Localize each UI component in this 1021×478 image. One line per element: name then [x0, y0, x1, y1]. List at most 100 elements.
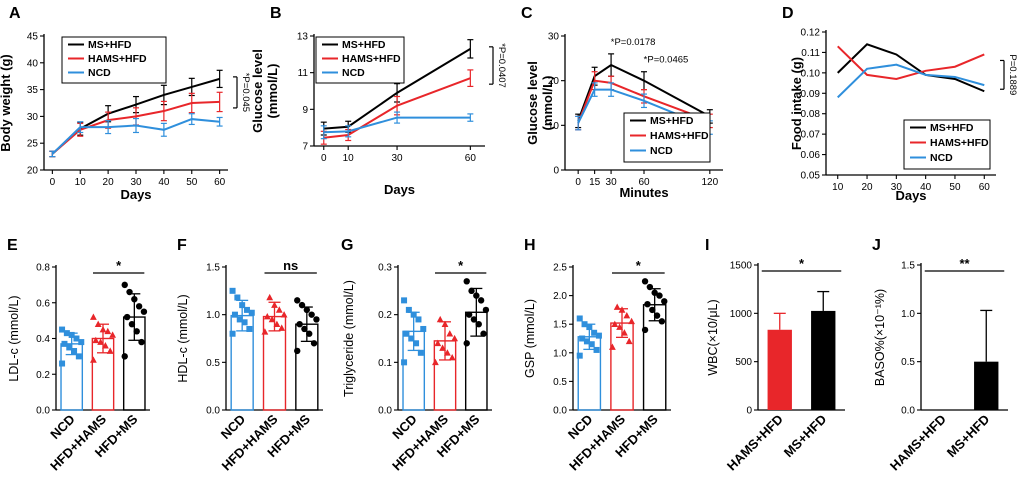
data-point [261, 328, 269, 335]
x-tick-label: 30 [391, 153, 403, 164]
data-point [595, 332, 602, 339]
y-tick-label: 0.11 [801, 48, 820, 59]
y-tick-label: 0.8 [36, 263, 50, 274]
y-axis-title: Triglyceride (mmol/L) [342, 280, 356, 397]
data-point [66, 344, 73, 351]
y-tick-label: 1.5 [553, 320, 567, 331]
bar-group-hfd-ms [294, 297, 320, 411]
data-point [229, 330, 236, 337]
data-point [236, 316, 243, 323]
panel-label: H [524, 237, 536, 254]
data-point [581, 321, 588, 328]
y-tick-label: 0 [746, 406, 752, 417]
bar [767, 329, 792, 410]
significance-marker: ** [924, 256, 1005, 272]
data-point [246, 325, 253, 332]
data-point [593, 346, 600, 353]
legend-label: HAMS+HFD [650, 130, 709, 142]
data-point [441, 320, 449, 327]
data-point [432, 358, 439, 366]
data-point [420, 325, 427, 332]
panel-label: A [9, 5, 21, 22]
significance-label: * [458, 258, 464, 273]
data-point [298, 301, 306, 309]
data-point [59, 326, 66, 333]
series-hams-hfd [837, 45, 985, 81]
y-axis-title: Glucose level(mmol/L) [250, 49, 280, 133]
data-point [439, 344, 446, 351]
significance-marker: * [435, 258, 487, 274]
data-point [128, 321, 136, 328]
bar-group-hfd-ms [121, 281, 148, 411]
data-point [248, 309, 255, 316]
bar-group-ms-hfd [811, 290, 836, 410]
y-tick-label: 0.5 [901, 357, 915, 368]
series-line [837, 45, 985, 81]
significance-marker: ns [264, 258, 317, 274]
data-point [618, 306, 626, 313]
data-point [133, 328, 140, 335]
y-tick-label: 0 [553, 166, 559, 177]
data-point [658, 318, 666, 325]
data-point [436, 315, 444, 323]
x-tick-label: 30 [891, 182, 903, 193]
data-point [444, 349, 451, 356]
y-axis-title: Body weight (g) [0, 54, 13, 152]
y-tick-label: 0.10 [801, 68, 821, 79]
data-point [94, 320, 102, 327]
data-point [106, 347, 114, 354]
data-point [231, 311, 238, 318]
data-point [280, 311, 288, 318]
data-point [641, 278, 649, 285]
y-tick-label: 1500 [730, 261, 753, 272]
y-tick-label: 30 [27, 112, 39, 123]
data-point [123, 313, 131, 321]
p-value-annotation: *P=0.0407 [496, 43, 507, 88]
x-tick-label: 10 [832, 182, 844, 193]
data-point [90, 356, 97, 363]
x-tick-label: 15 [589, 177, 601, 188]
significance-label: * [636, 258, 642, 273]
data-point [243, 306, 250, 313]
bar-group-ncd [229, 287, 255, 411]
x-tick-label: 0 [321, 153, 327, 164]
panel-j: J 0.0 0.5 1.0 1.5 BASO%(×10⁻¹%) HAMS+HFDMS+HFD… [872, 237, 1008, 473]
y-tick-label: 0.07 [801, 130, 821, 141]
series-line [323, 77, 471, 139]
x-tick-label: HAMS+HFD [724, 412, 786, 474]
data-point [75, 353, 82, 360]
y-tick-label: 1.5 [901, 261, 915, 272]
panel-a: A 20 25 30 35 40 45 0 10 20 30 40 50 60 Days Body weigh… [0, 5, 251, 202]
y-tick-label: 0.4 [36, 334, 50, 345]
bar-group-hams-hfd [767, 312, 792, 410]
y-tick-label: 0.1 [378, 358, 392, 369]
legend-label: HAMS+HFD [930, 137, 989, 149]
y-axis-title: HDL-c (mmol/L) [176, 294, 190, 382]
data-point [616, 323, 623, 330]
x-tick-label: 20 [103, 177, 115, 188]
data-point [78, 339, 85, 346]
x-tick-label: 50 [186, 177, 198, 188]
significance-bracket: *P=0.045 [233, 73, 251, 112]
series-ncd [575, 82, 713, 135]
data-point [448, 353, 456, 361]
p-value-annotation: *P=0.0178 [611, 37, 656, 48]
x-tick-label: 60 [979, 182, 991, 193]
data-point [591, 329, 598, 336]
y-tick-label: 0.5 [206, 358, 220, 369]
legend-label: HAMS+HFD [342, 53, 401, 65]
y-axis-title: Glucose level(mmol/L) [525, 61, 555, 145]
data-point [401, 297, 408, 304]
bar-group-hfd-hams [90, 313, 116, 411]
panel-b: B 7 9 11 13 0 10 30 60 Days Glucose level(mmol/L) M… [250, 5, 507, 197]
x-axis-title: Days [895, 188, 926, 203]
data-point [623, 312, 631, 319]
data-point [102, 342, 109, 349]
data-point [71, 348, 78, 355]
data-point [434, 339, 442, 347]
data-point [656, 292, 663, 299]
data-point [294, 347, 301, 355]
y-tick-label: 0.0 [553, 406, 567, 417]
data-point [468, 287, 475, 295]
x-tick-label: 50 [949, 182, 961, 193]
